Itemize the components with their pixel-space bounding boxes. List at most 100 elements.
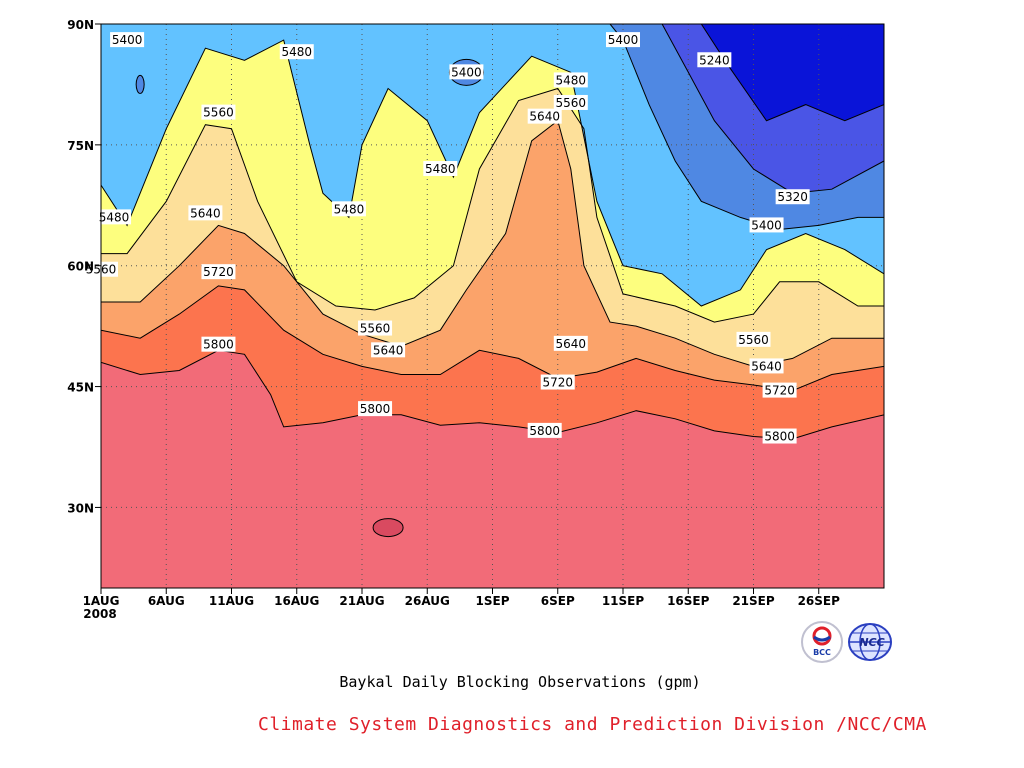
- contour-label: 5400: [110, 32, 145, 48]
- contour-label-box: [527, 108, 562, 124]
- contour-label-text: 5400: [451, 65, 482, 79]
- contour-label-box: [553, 72, 588, 88]
- chart-credit: Climate System Diagnostics and Predictio…: [258, 714, 927, 735]
- contour-label-box: [201, 336, 236, 352]
- contour-label-text: 5800: [529, 424, 560, 438]
- contour-line-5640: [101, 119, 884, 367]
- contour-label-text: 5800: [360, 402, 391, 416]
- x-tick-label: 6AUG: [148, 594, 185, 608]
- cell-above-5880: [372, 518, 404, 538]
- cell-below-5400: [135, 74, 145, 94]
- x-axis: 1AUG 6AUG 11AUG 16AUG 21AUG 26AUG 1SEP 6SEP 11SE…: [83, 588, 841, 621]
- contour-label-text: 5560: [203, 106, 234, 120]
- x-tick-label: 11SEP: [602, 594, 645, 608]
- contour-label-box: [749, 217, 784, 233]
- contour-label-box: [97, 209, 132, 225]
- contour-label: 5640: [749, 358, 784, 374]
- bcc-logo-text: BCC: [813, 648, 831, 657]
- contour-line-5480: [101, 39, 884, 307]
- contour-label-box: [449, 64, 484, 80]
- contour-label-box: [762, 382, 797, 398]
- contour-label: 5720: [540, 374, 575, 390]
- contour-label-text: 5480: [556, 73, 587, 87]
- x-tick-label: 6SEP: [541, 594, 575, 608]
- contour-label: 5480: [279, 44, 314, 60]
- contour-label-text: 5640: [190, 206, 221, 220]
- contour-line-5800: [101, 349, 884, 440]
- y-tick-label: 45N: [67, 381, 94, 395]
- contour-label-box: [371, 342, 406, 358]
- x-tick-label: 1SEP: [476, 594, 510, 608]
- contour-label: 5640: [527, 108, 562, 124]
- y-tick-label: 30N: [67, 501, 94, 515]
- contour-label: 5800: [358, 401, 393, 417]
- contour-label: 5560: [553, 94, 588, 110]
- contour-label-box: [358, 401, 393, 417]
- contour-label: 5480: [97, 209, 132, 225]
- contour-label-box: [423, 161, 458, 177]
- contour-label-text: 5800: [764, 430, 795, 444]
- contour-label: 5800: [527, 422, 562, 438]
- contour-fills: [101, 24, 884, 588]
- bcc-logo: BCC: [800, 620, 844, 664]
- contour-label-box: [540, 374, 575, 390]
- contour-label: 5560: [358, 320, 393, 336]
- contour-label-box: [188, 205, 223, 221]
- cell-below-5240: [835, 34, 880, 63]
- contour-line-5320: [661, 24, 884, 194]
- x-tick-label: 16AUG: [274, 594, 319, 608]
- contour-label: 5320: [775, 189, 810, 205]
- grid: [101, 24, 884, 588]
- contour-label: 5240: [697, 52, 732, 68]
- contour-label-text: 5240: [699, 53, 730, 67]
- contour-label-box: [358, 320, 393, 336]
- contour-label: 5720: [762, 382, 797, 398]
- contour-lines: [101, 24, 884, 440]
- contour-label-text: 5720: [203, 265, 234, 279]
- contour-label: 5560: [201, 104, 236, 120]
- ncc-logo: NCC: [846, 620, 894, 664]
- contour-label-text: 5480: [334, 202, 365, 216]
- contour-label-box: [606, 32, 640, 48]
- contour-label-text: 5560: [360, 322, 391, 336]
- contour-label: 5480: [553, 72, 588, 88]
- contour-line-5720: [101, 285, 884, 392]
- contour-label-box: [527, 422, 562, 438]
- contour-label: 5400: [449, 64, 484, 80]
- contour-label: 5400: [749, 217, 784, 233]
- contour-label: 5400: [606, 32, 640, 48]
- contour-label-box: [553, 94, 588, 110]
- contour-label-text: 5400: [608, 33, 639, 47]
- y-tick-label: 60N: [67, 260, 94, 274]
- contour-label: 5560: [736, 331, 771, 347]
- contour-label-text: 5560: [738, 333, 769, 347]
- contour-label-text: 5720: [764, 384, 795, 398]
- x-tick-label: 26SEP: [798, 594, 841, 608]
- contour-label-box: [736, 331, 771, 347]
- contour-label-box: [201, 104, 236, 120]
- contour-label-box: [110, 32, 145, 48]
- x-tick-label: 1AUG: [83, 594, 120, 608]
- contour-label-text: 5320: [777, 190, 808, 204]
- contour-label: 5640: [553, 335, 588, 351]
- contour-line-5400: [609, 24, 884, 231]
- x-year-label: 2008: [83, 607, 116, 621]
- x-tick-label: 26AUG: [405, 594, 450, 608]
- x-tick-label: 21SEP: [732, 594, 775, 608]
- contour-label-box: [331, 201, 366, 217]
- contour-labels: 5400548054005400548055605640524055605480…: [84, 32, 810, 444]
- contour-line-5560: [101, 87, 884, 323]
- y-axis: 30N 45N 60N 75N 90N: [67, 18, 101, 515]
- contour-label-box: [201, 264, 236, 280]
- contour-label-box: [697, 52, 732, 68]
- contour-label-box: [279, 44, 314, 60]
- contour-label-box: [553, 335, 588, 351]
- contour-label-text: 5640: [373, 343, 404, 357]
- ncc-globe-icon: NCC: [848, 623, 892, 661]
- contour-label: 5480: [331, 201, 366, 217]
- contour-label: 5640: [371, 342, 406, 358]
- contour-label: 5720: [201, 264, 236, 280]
- x-tick-label: 11AUG: [209, 594, 254, 608]
- chart-title: Baykal Daily Blocking Observations (gpm): [339, 673, 701, 691]
